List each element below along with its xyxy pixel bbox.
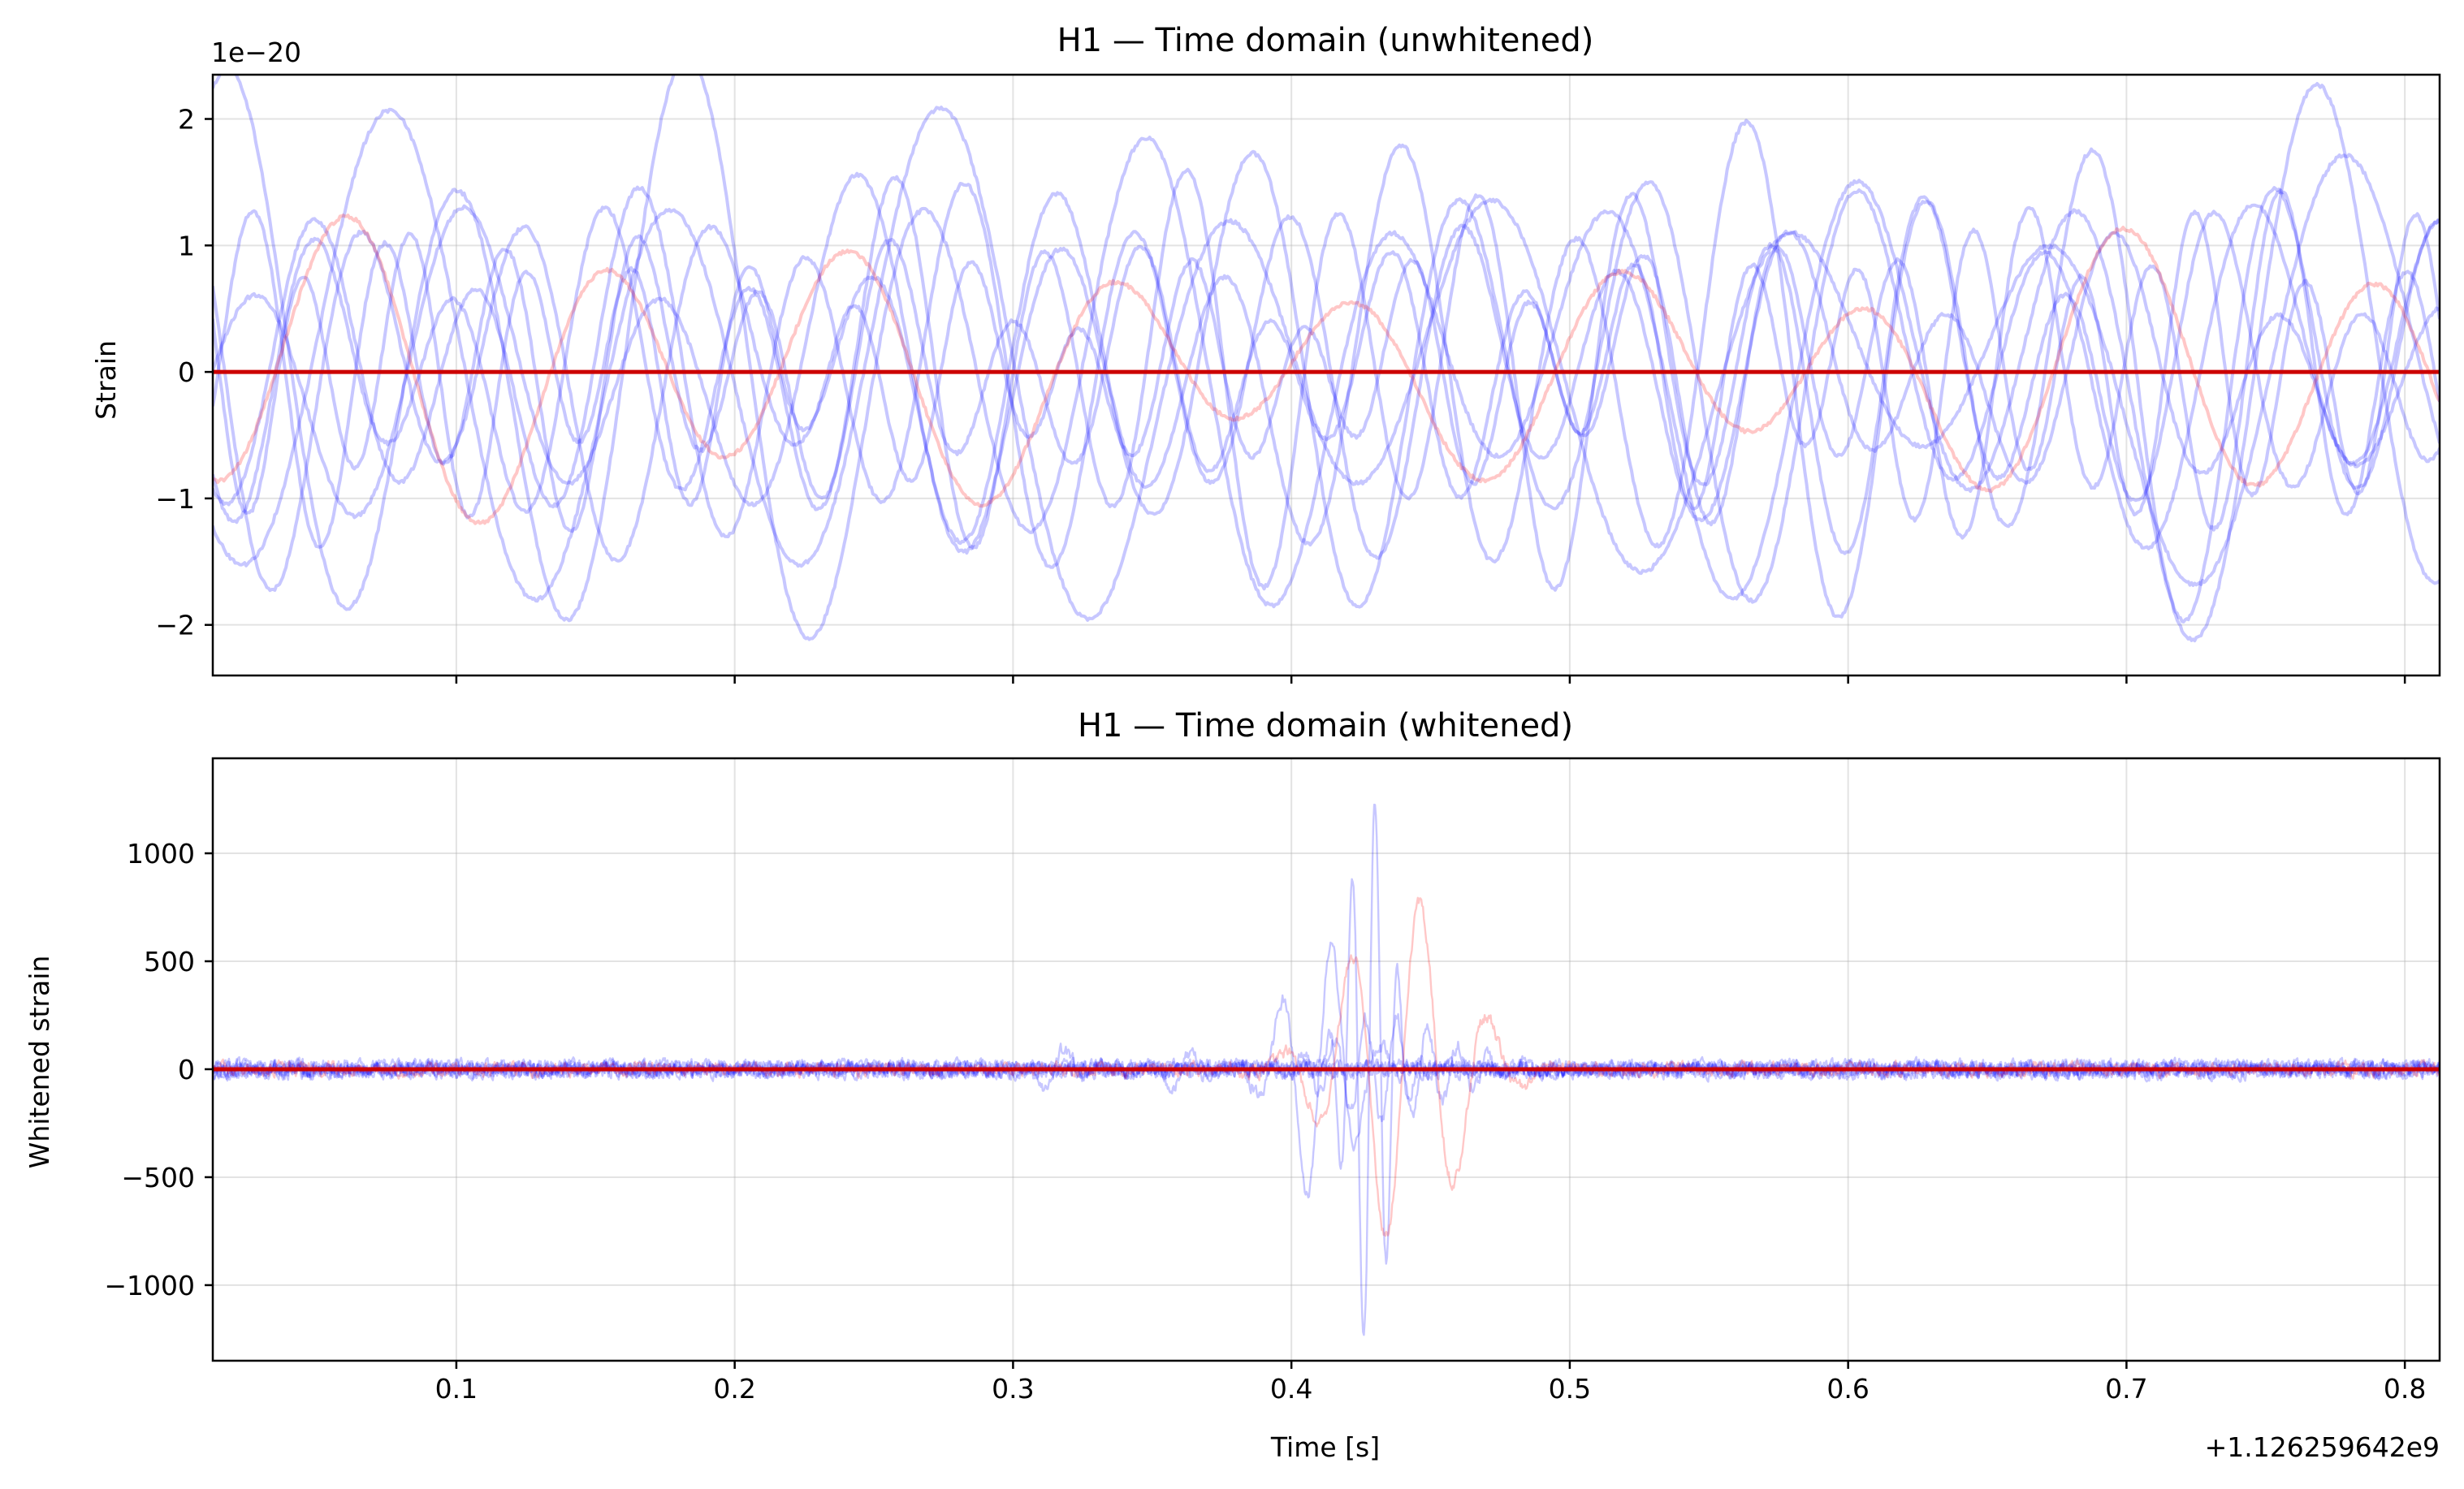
series-group xyxy=(213,803,2440,1336)
x-tick-label: 0.4 xyxy=(1270,1373,1312,1405)
x-tick-label: 0.3 xyxy=(992,1373,1034,1405)
series-line xyxy=(213,106,2440,622)
y-tick-label: 0 xyxy=(178,1054,195,1085)
y-axis-label: Strain xyxy=(90,340,122,420)
series-line xyxy=(213,188,2440,549)
x-tick-label: 0.1 xyxy=(435,1373,478,1405)
x-tick-label: 0.8 xyxy=(2384,1373,2426,1405)
panel-whitened: H1 — Time domain (whitened) Whitened str… xyxy=(24,707,2441,1463)
axes-frame xyxy=(211,757,2441,1362)
x-axis-label: Time [s] xyxy=(1270,1431,1380,1463)
plot-area xyxy=(213,803,2440,1336)
axes-frame xyxy=(211,73,2441,677)
x-tick-label: 0.6 xyxy=(1826,1373,1869,1405)
axes-box xyxy=(211,757,2441,1362)
series-line xyxy=(213,119,2440,624)
panel-title: H1 — Time domain (whitened) xyxy=(1078,707,1573,744)
y-tick-label: 0 xyxy=(178,356,195,388)
x-tick-label: 0.7 xyxy=(2105,1373,2147,1405)
y-tick-label: −1000 xyxy=(104,1270,195,1301)
y-tick-label: 2 xyxy=(178,104,195,136)
series-line xyxy=(213,167,2440,592)
y-tick-label: −500 xyxy=(121,1162,195,1193)
panel-unwhitened: H1 — Time domain (unwhitened) Strain 1e−… xyxy=(90,22,2441,684)
x-offset-label: +1.126259642e9 xyxy=(2205,1431,2440,1463)
series-line xyxy=(213,149,2440,609)
panel-title: H1 — Time domain (unwhitened) xyxy=(1057,22,1594,59)
axes-box xyxy=(211,73,2441,677)
x-tick-label: 0.5 xyxy=(1549,1373,1591,1405)
y-tick-label: 500 xyxy=(144,946,195,978)
axis-ticks: 0.1 0.2 0.3 0.4 0.5 0.6 0.7 0.8 −1000 −500 0 500 100… xyxy=(104,838,2426,1405)
y-tick-label: −2 xyxy=(155,610,195,641)
series-line xyxy=(213,896,2440,1237)
series-line xyxy=(213,214,2440,525)
y-tick-label: 1000 xyxy=(127,838,195,870)
y-axis-label: Whitened strain xyxy=(24,956,55,1169)
y-scale-label: 1e−20 xyxy=(211,37,301,68)
x-tick-label: 0.2 xyxy=(713,1373,755,1405)
axis-ticks: −2 −1 0 1 2 xyxy=(155,104,2406,684)
y-tick-label: 1 xyxy=(178,230,195,261)
plot-area xyxy=(213,75,2440,643)
series-group xyxy=(213,75,2440,643)
y-tick-label: −1 xyxy=(155,483,195,515)
series-line xyxy=(213,75,2440,643)
series-line xyxy=(213,182,2440,569)
